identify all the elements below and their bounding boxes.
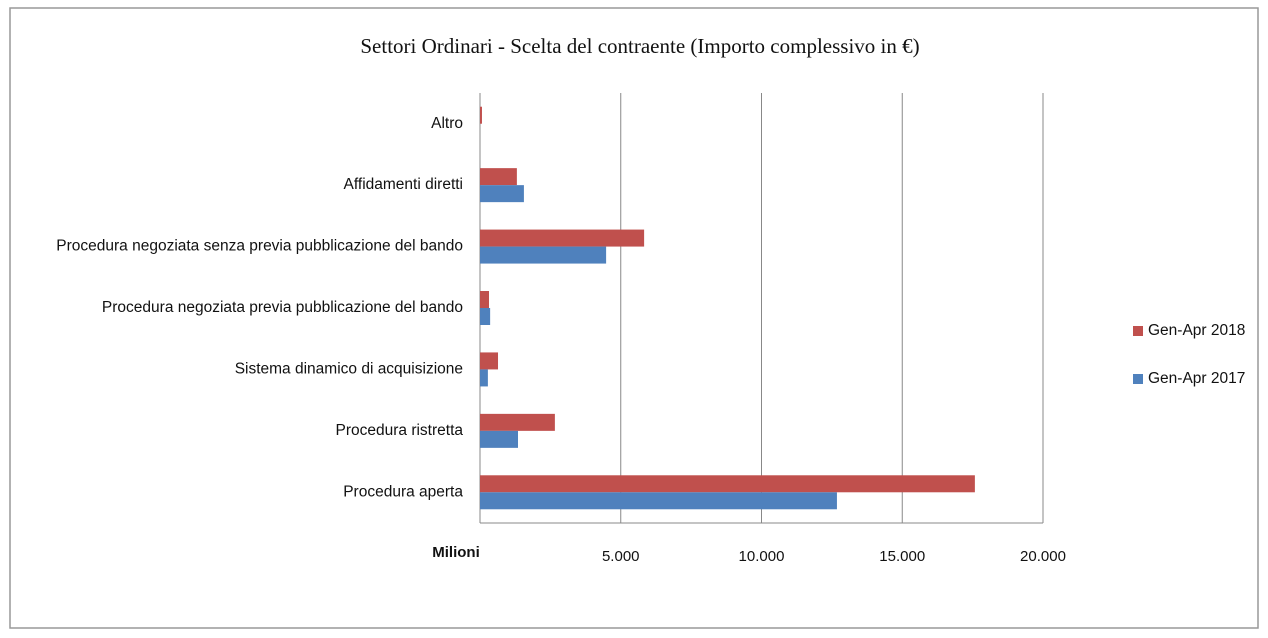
y-tick-label: Altro [431, 115, 463, 132]
y-tick-label: Procedura negoziata senza previa pubblic… [56, 238, 463, 255]
x-tick-label: 5.000 [602, 548, 640, 565]
bar [480, 246, 607, 264]
bar [480, 475, 975, 493]
bar [480, 168, 517, 186]
x-axis-label: Milioni [432, 544, 480, 561]
bar [480, 308, 491, 325]
y-tick-label: Sistema dinamico di acquisizione [235, 361, 463, 378]
chart-title: Settori Ordinari - Scelta del contraente… [360, 34, 919, 58]
y-tick-label: Procedura aperta [343, 483, 463, 500]
chart-border [9, 7, 1259, 629]
legend-swatch [1133, 326, 1143, 336]
bar [480, 430, 519, 448]
bar [480, 229, 645, 247]
bar [480, 492, 837, 510]
y-tick-label: Affidamenti diretti [344, 176, 463, 193]
bar [480, 369, 488, 387]
bar [480, 352, 499, 370]
bar [480, 291, 490, 308]
x-tick-label: 15.000 [879, 548, 925, 565]
x-tick-label: 20.000 [1020, 548, 1066, 565]
bar [480, 413, 555, 431]
y-tick-label: Procedura ristretta [336, 422, 464, 439]
x-tick-label: 10.000 [739, 548, 785, 565]
legend-label: Gen-Apr 2017 [1148, 370, 1245, 387]
y-tick-label: Procedura negoziata previa pubblicazione… [102, 299, 463, 316]
legend-swatch [1133, 374, 1143, 384]
bar [480, 106, 482, 124]
bar [480, 185, 524, 203]
legend-label: Gen-Apr 2018 [1148, 322, 1245, 339]
